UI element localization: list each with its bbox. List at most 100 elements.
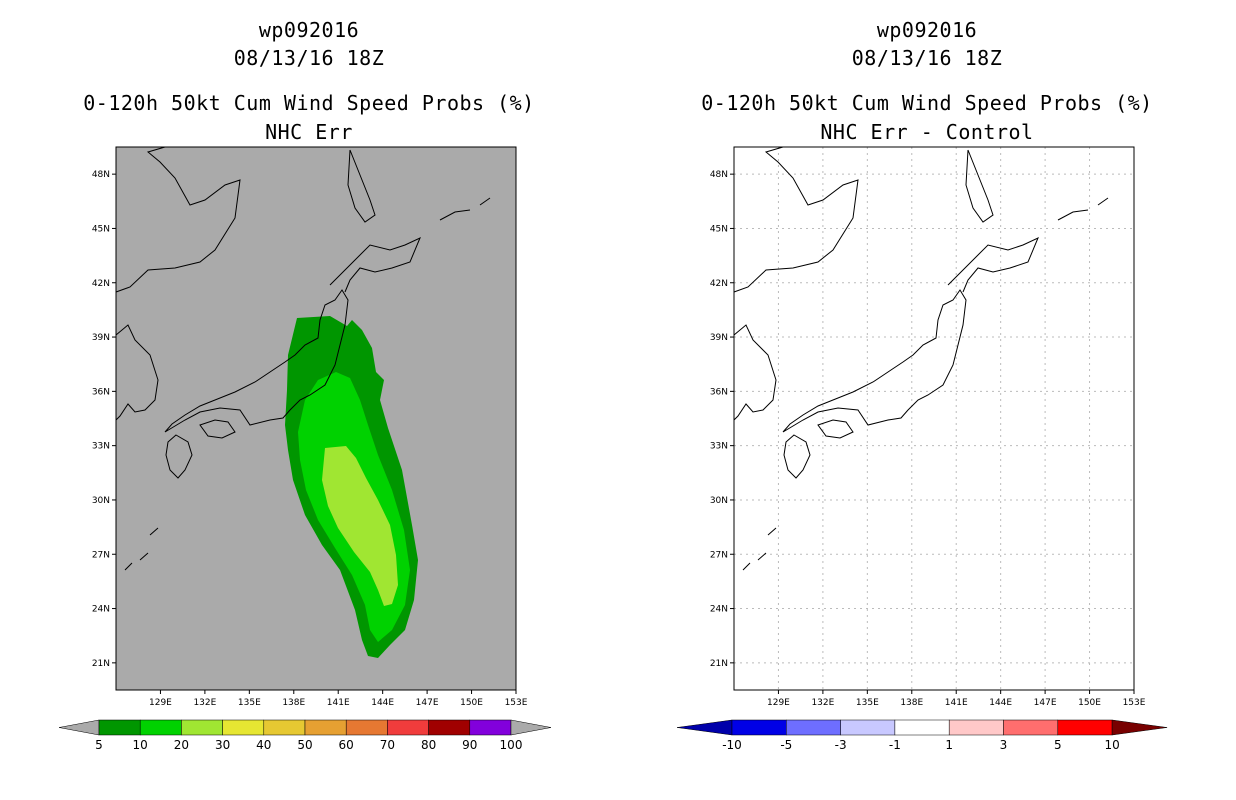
colorbar-label: 10 <box>133 738 148 752</box>
colorbar-segment <box>139 719 182 736</box>
colorbar-label: 30 <box>215 738 230 752</box>
colorbar-segment <box>263 719 306 736</box>
lon-label: 141E <box>945 698 968 708</box>
colorbar-segment <box>786 719 841 736</box>
lat-label: 45N <box>92 224 110 234</box>
right-coastlines <box>733 146 1109 571</box>
colorbar-segment <box>840 719 896 736</box>
left-storm-id: wp092016 <box>258 18 360 42</box>
lat-label: 27N <box>710 550 728 560</box>
colorbar-label: 70 <box>380 738 395 752</box>
lat-label: 27N <box>92 550 110 560</box>
colorbar-high-arrow <box>1111 719 1168 736</box>
lat-label: 21N <box>92 659 110 669</box>
right-map-background <box>734 147 1134 690</box>
colorbar-segment <box>181 719 223 736</box>
lat-label: 42N <box>710 279 728 289</box>
left-datetime: 08/13/16 18Z <box>233 46 385 70</box>
right-gridlines <box>734 147 1135 690</box>
right-colorbar: -10 -5 -3 -1 1 3 5 10 <box>676 719 1168 752</box>
lon-label: 147E <box>1034 698 1057 708</box>
colorbar-segment <box>1003 719 1059 736</box>
lon-label: 153E <box>1123 698 1146 708</box>
lon-label: 129E <box>149 698 172 708</box>
right-lat-ticks: 48N 45N 42N 39N 36N 33N 30N 27N 24N 21N <box>710 170 734 669</box>
lon-label: 135E <box>856 698 879 708</box>
left-product-title: 0-120h 50kt Cum Wind Speed Probs (%) <box>83 91 535 115</box>
colorbar-label: 20 <box>174 738 189 752</box>
lon-label: 147E <box>416 698 439 708</box>
left-map-svg: 48N 45N 42N 39N 36N 33N 30N 27N 24N 21N 129E 132E 1… <box>58 146 552 752</box>
lon-label: 150E <box>1078 698 1101 708</box>
lon-label: 135E <box>238 698 261 708</box>
colorbar-segment <box>345 719 388 736</box>
right-storm-id: wp092016 <box>876 18 978 42</box>
colorbar-label: 90 <box>462 738 477 752</box>
colorbar-segment <box>428 719 471 736</box>
colorbar-label: -3 <box>835 738 847 752</box>
lat-label: 45N <box>710 224 728 234</box>
colorbar-segment <box>894 719 950 736</box>
colorbar-label: 3 <box>1000 738 1008 752</box>
left-colorbar: 5 10 20 30 40 50 60 70 80 90 100 <box>58 719 552 752</box>
colorbar-label: 60 <box>339 738 354 752</box>
lat-label: 30N <box>710 496 728 506</box>
lat-label: 33N <box>710 442 728 452</box>
lat-label: 24N <box>710 605 728 615</box>
right-map-frame <box>733 146 1135 691</box>
lon-label: 144E <box>989 698 1012 708</box>
colorbar-segment <box>469 719 512 736</box>
colorbar-segment <box>222 719 265 736</box>
lat-label: 24N <box>92 605 110 615</box>
colorbar-segment <box>387 719 429 736</box>
colorbar-label: 40 <box>256 738 271 752</box>
lat-label: 39N <box>92 333 110 343</box>
colorbar-label: -1 <box>889 738 901 752</box>
right-lon-ticks: 129E 132E 135E 138E 141E 144E 147E 150E 153E <box>767 690 1146 708</box>
swath-20pct <box>322 446 398 606</box>
colorbar-label: -10 <box>722 738 742 752</box>
lat-label: 42N <box>92 279 110 289</box>
colorbar-label: 1 <box>945 738 953 752</box>
colorbar-label: 100 <box>500 738 523 752</box>
colorbar-label: 80 <box>421 738 436 752</box>
lat-label: 36N <box>710 387 728 397</box>
colorbar-label: 5 <box>95 738 103 752</box>
colorbar-segment <box>1057 719 1113 736</box>
right-subtitle: NHC Err - Control <box>820 120 1034 144</box>
left-panel: wp092016 08/13/16 18Z 0-120h 50kt Cum Wi… <box>58 18 552 752</box>
lon-label: 138E <box>900 698 923 708</box>
lon-label: 141E <box>327 698 350 708</box>
colorbar-high-arrow <box>510 719 552 736</box>
colorbar-segment <box>304 719 347 736</box>
left-map-frame <box>115 146 517 691</box>
lat-label: 30N <box>92 496 110 506</box>
lon-label: 150E <box>460 698 483 708</box>
colorbar-segment <box>731 719 787 736</box>
right-panel: wp092016 08/13/16 18Z 0-120h 50kt Cum Wi… <box>618 0 1236 800</box>
lon-label: 144E <box>371 698 394 708</box>
lat-label: 39N <box>710 333 728 343</box>
left-probability-swath <box>285 316 418 658</box>
lat-label: 36N <box>92 387 110 397</box>
lon-label: 132E <box>193 698 216 708</box>
lon-label: 129E <box>767 698 790 708</box>
colorbar-label: -5 <box>780 738 792 752</box>
right-datetime: 08/13/16 18Z <box>851 46 1003 70</box>
lon-label: 138E <box>282 698 305 708</box>
lon-label: 132E <box>811 698 834 708</box>
colorbar-segment <box>98 719 141 736</box>
left-lat-ticks: 48N 45N 42N 39N 36N 33N 30N 27N 24N 21N <box>92 170 116 669</box>
colorbar-label: 10 <box>1104 738 1119 752</box>
right-product-title: 0-120h 50kt Cum Wind Speed Probs (%) <box>701 91 1153 115</box>
left-subtitle: NHC Err <box>265 120 353 144</box>
colorbar-label: 5 <box>1054 738 1062 752</box>
lon-label: 153E <box>505 698 528 708</box>
lat-label: 48N <box>92 170 110 180</box>
lat-label: 48N <box>710 170 728 180</box>
colorbar-low-arrow <box>58 719 100 736</box>
lat-label: 33N <box>92 442 110 452</box>
colorbar-label: 50 <box>297 738 312 752</box>
lat-label: 21N <box>710 659 728 669</box>
